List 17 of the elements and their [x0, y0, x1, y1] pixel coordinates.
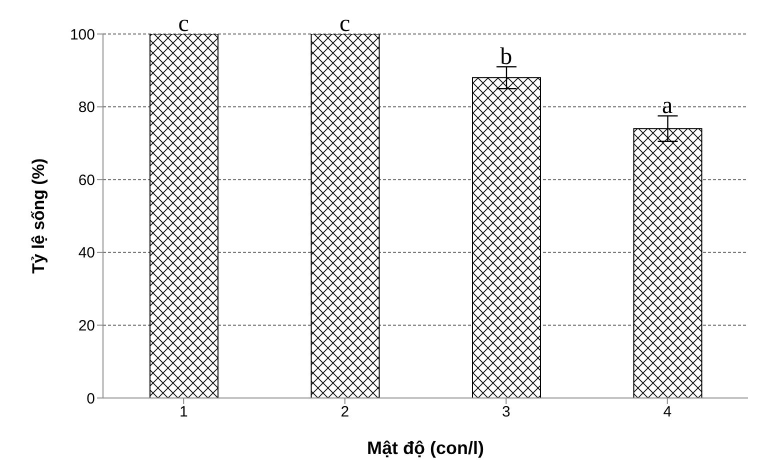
bar: [310, 34, 380, 398]
x-tick-label: 1: [179, 404, 188, 421]
x-axis-title: Mật độ (con/l): [367, 438, 484, 458]
annotation: b: [500, 44, 512, 70]
y-tick-label: 0: [86, 390, 95, 408]
annotation: c: [178, 11, 189, 37]
y-tick-label: 20: [78, 318, 95, 335]
x-tick-label: 3: [502, 404, 510, 421]
y-tick-label: 60: [78, 172, 95, 189]
x-tick-label: 4: [663, 404, 672, 421]
y-tick-label: 40: [78, 244, 95, 262]
x-tick-label: 2: [340, 404, 350, 421]
annotation: c: [340, 11, 350, 37]
y-tick-label: 100: [70, 26, 95, 44]
bar: [150, 34, 218, 398]
y-axis-title: Tỷ lệ sống (%): [29, 158, 48, 274]
y-tick-label: 80: [78, 99, 95, 116]
